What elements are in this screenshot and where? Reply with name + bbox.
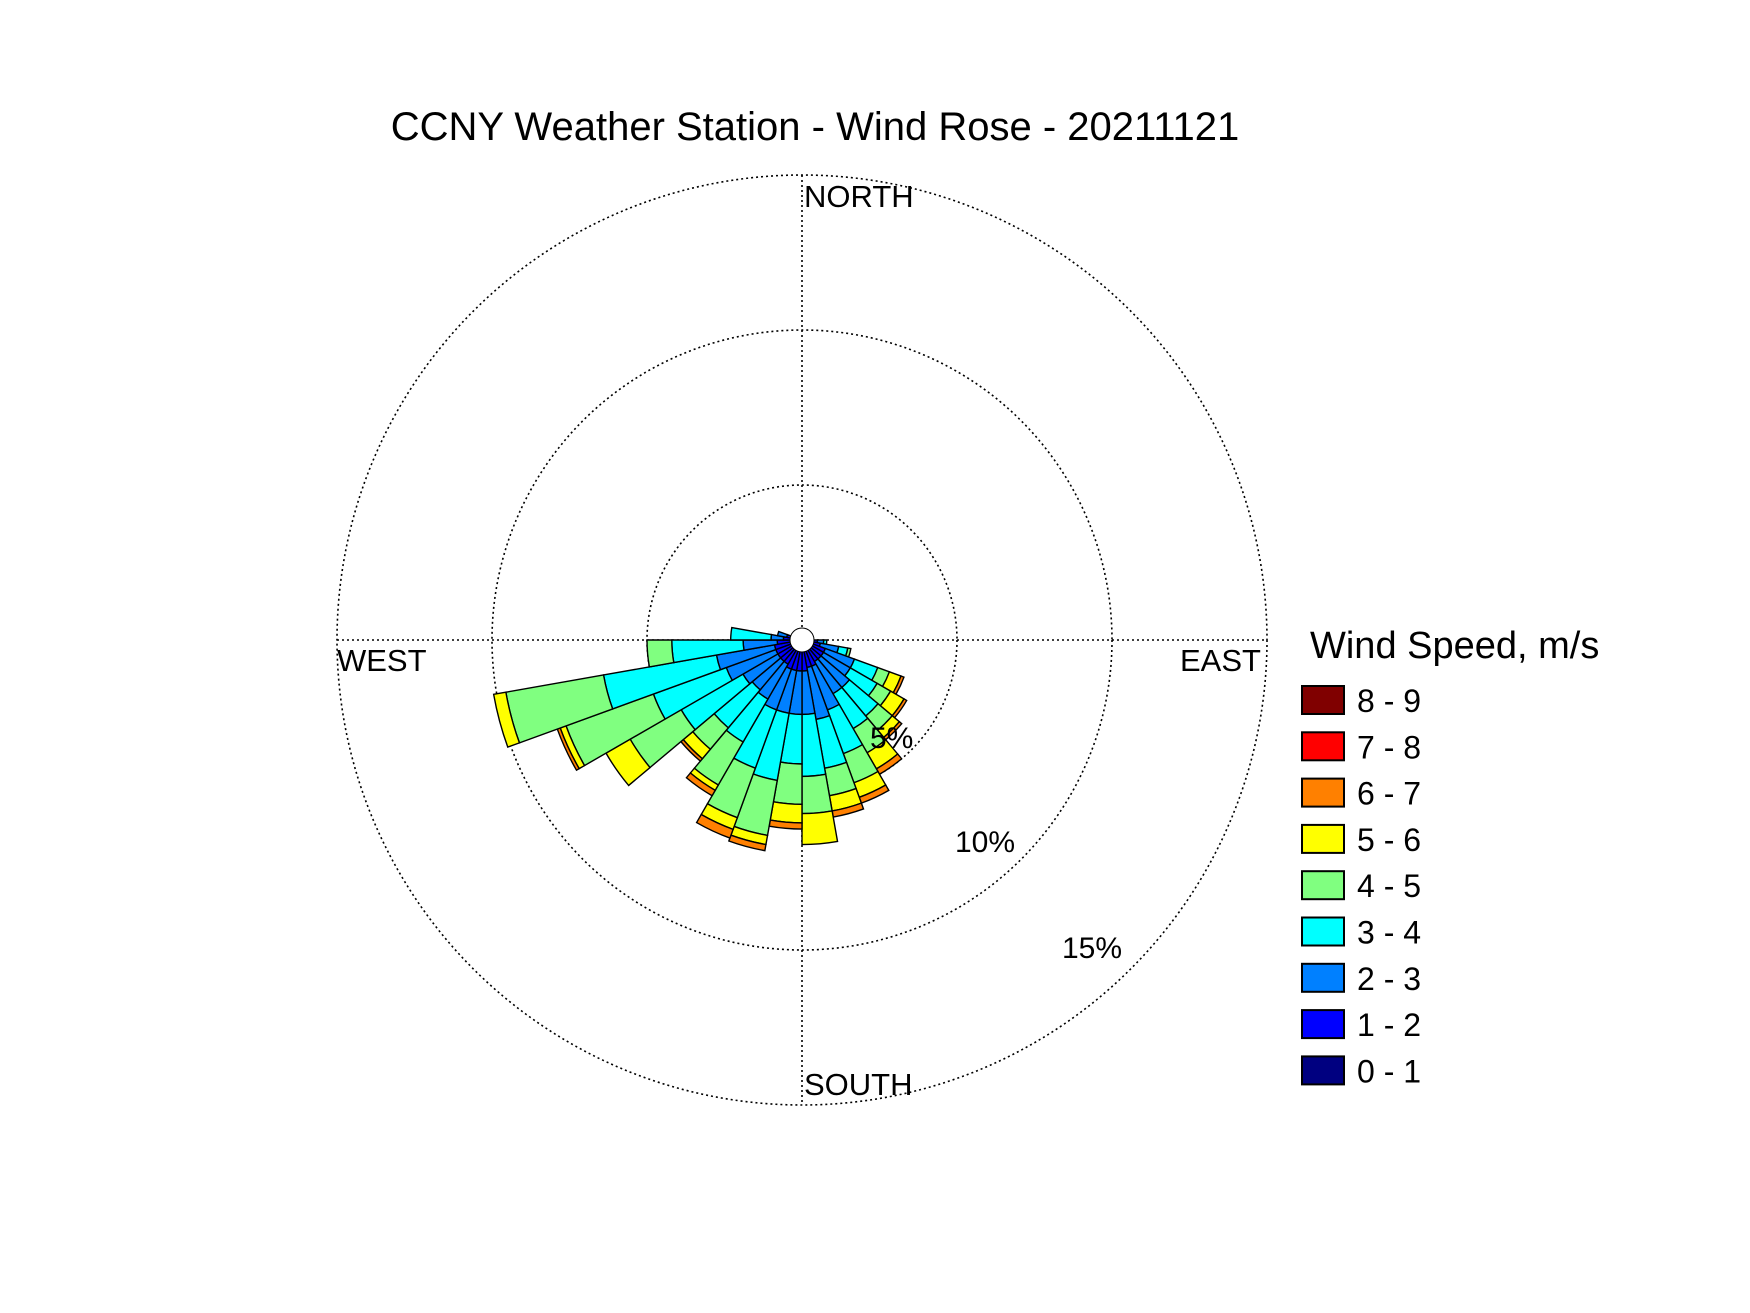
chart-title: CCNY Weather Station - Wind Rose - 20211… xyxy=(391,105,1240,149)
sector-275-bin-3 xyxy=(729,626,773,641)
legend-swatch-5 xyxy=(1301,916,1345,947)
sector-285-bin-2 xyxy=(776,630,789,639)
legend-label-7: 1 - 2 xyxy=(1357,1007,1421,1043)
legend-label-4: 4 - 5 xyxy=(1357,868,1421,904)
legend-swatch-0 xyxy=(1301,685,1345,715)
ring-label-5: 5% xyxy=(870,722,913,755)
legend-swatch-7 xyxy=(1301,1009,1345,1040)
sector-185-bin-5 xyxy=(769,800,803,824)
sector-265-bin-4 xyxy=(646,639,675,668)
legend-swatch-8 xyxy=(1301,1055,1345,1086)
legend-label-5: 3 - 4 xyxy=(1357,915,1421,951)
sector-195-bin-6 xyxy=(727,834,767,852)
direction-label-south: SOUTH xyxy=(804,1067,913,1102)
legend-label-1: 7 - 8 xyxy=(1357,729,1421,765)
legend-label-2: 6 - 7 xyxy=(1357,776,1421,812)
sector-175-bin-5 xyxy=(801,810,839,846)
sector-205-bin-6 xyxy=(695,813,734,839)
ring-label-15: 15% xyxy=(1062,932,1122,965)
legend-label-0: 8 - 9 xyxy=(1357,683,1421,719)
legend-swatch-6 xyxy=(1301,962,1345,993)
wind-sectors xyxy=(492,626,908,852)
sector-215-bin-6 xyxy=(685,771,717,797)
legend-swatch-3 xyxy=(1301,823,1345,854)
legend-swatch-4 xyxy=(1301,870,1345,901)
legend-label-6: 2 - 3 xyxy=(1357,961,1421,997)
polar-labels: NORTH WEST EAST SOUTH 5% 10% 15% xyxy=(337,179,1261,1102)
direction-label-west: WEST xyxy=(337,643,427,678)
ring-label-10: 10% xyxy=(955,826,1015,859)
direction-label-east: EAST xyxy=(1180,643,1261,678)
sector-255-bin-5 xyxy=(492,691,521,748)
legend-label-8: 0 - 1 xyxy=(1357,1053,1421,1089)
legend-label-3: 5 - 6 xyxy=(1357,822,1421,858)
legend: Wind Speed, m/s 8 - 9 7 - 8 6 - 7 5 - 6 4 - … xyxy=(1301,625,1599,1089)
legend-swatch-1 xyxy=(1301,731,1345,762)
legend-swatch-2 xyxy=(1301,777,1345,808)
legend-title: Wind Speed, m/s xyxy=(1310,625,1599,667)
direction-label-north: NORTH xyxy=(804,179,914,214)
center-hub xyxy=(789,627,815,653)
